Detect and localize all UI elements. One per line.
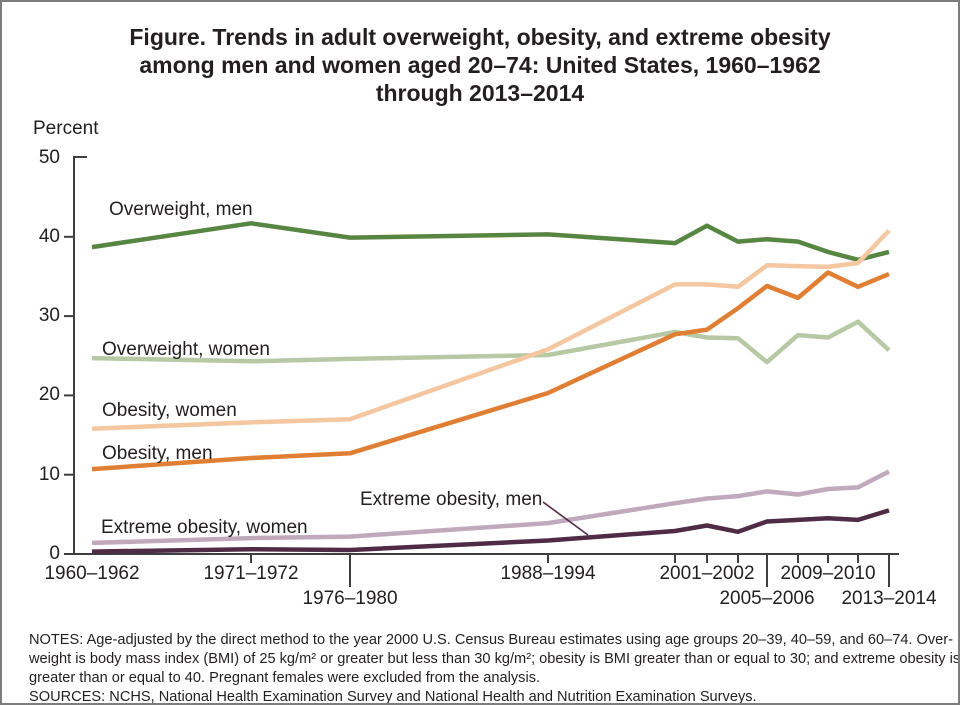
axis-lines — [73, 156, 899, 555]
y-axis-unit-label: Percent — [33, 118, 99, 139]
notes-block: NOTES: Age-adjusted by the direct method… — [29, 631, 960, 705]
figure-title: Figure. Trends in adult overweight, obes… — [2, 23, 958, 107]
y-tick-label: 0 — [49, 543, 60, 564]
sources-line: SOURCES: NCHS, National Health Examinati… — [29, 689, 757, 705]
y-tick-label: 20 — [38, 384, 60, 406]
figure-title-line2: among men and women aged 20–74: United S… — [139, 52, 821, 78]
notes-line1: NOTES: Age-adjusted by the direct method… — [29, 632, 954, 648]
series-label-obesity-men: Obesity, men — [102, 443, 213, 464]
figure-title-line3: through 2013–2014 — [375, 80, 585, 106]
series-label-overweight-women: Overweight, women — [102, 339, 270, 360]
series-label-extreme-obesity-men: Extreme obesity, men — [360, 489, 543, 510]
series-line-overweight-women — [91, 319, 891, 365]
y-tick-label: 50 — [38, 146, 60, 168]
y-tick-label: 30 — [38, 305, 60, 327]
x-tick-label: 2005–2006 — [719, 588, 815, 609]
x-tick-label: 1988–1994 — [500, 563, 596, 584]
series-line-obesity-women — [91, 228, 891, 431]
series-label-obesity-women: Obesity, women — [102, 400, 237, 421]
series-line-obesity-men — [91, 270, 890, 472]
extreme-obesity-men-leader-line — [542, 501, 589, 536]
series-line-overweight-men — [91, 221, 890, 263]
y-tick-label: 40 — [38, 225, 60, 247]
x-tick-label: 2001–2002 — [659, 563, 755, 584]
notes-line3: greater than or equal to 40. Pregnant fe… — [29, 670, 541, 686]
series-line-extreme-obesity-women — [91, 469, 891, 546]
x-tick-label: 2009–2010 — [780, 563, 876, 584]
notes-line2: weight is body mass index (BMI) of 25 kg… — [29, 651, 960, 667]
x-tick-label: 1971–1972 — [203, 563, 299, 584]
series-label-extreme-obesity-women: Extreme obesity, women — [101, 517, 308, 538]
y-tick-label: 10 — [38, 463, 60, 485]
x-tick-label: 2013–2014 — [841, 588, 937, 609]
figure-title-line1: Figure. Trends in adult overweight, obes… — [129, 24, 831, 50]
series-label-overweight-men: Overweight, men — [109, 199, 253, 220]
series-line-extreme-obesity-men — [91, 508, 890, 554]
x-tick-label: 1976–1980 — [302, 588, 398, 609]
x-tick-label: 1960–1962 — [44, 563, 140, 584]
